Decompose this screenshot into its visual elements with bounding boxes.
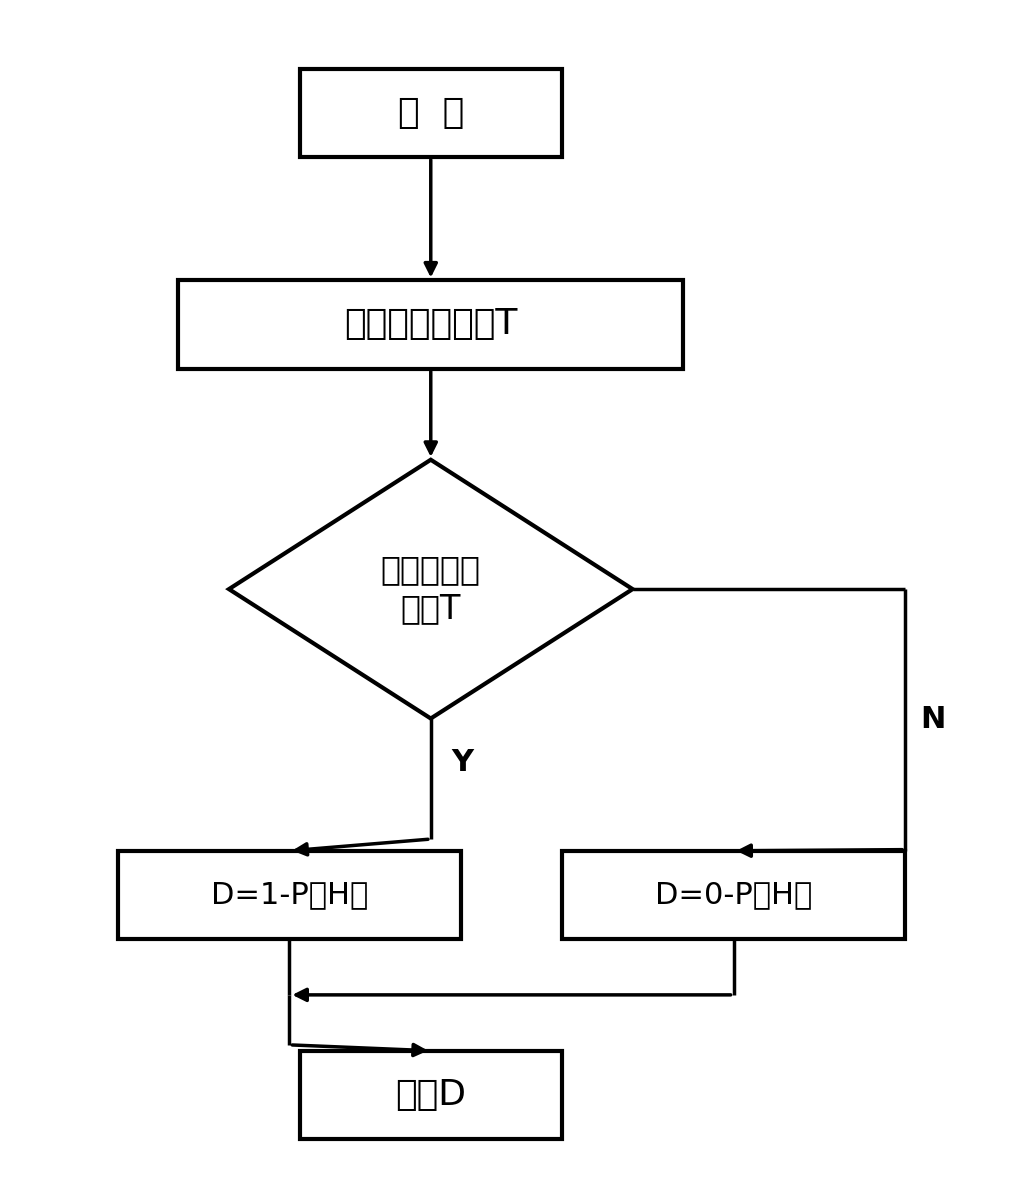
Bar [300,1051,562,1139]
Text: 输出D: 输出D [395,1078,466,1111]
Polygon shape [229,459,632,719]
Text: Y: Y [451,747,473,777]
Bar [562,851,905,939]
Text: 当前速度不
大于T: 当前速度不 大于T [381,553,481,625]
Text: D=1-P（H）: D=1-P（H） [211,881,368,909]
Text: 开  始: 开 始 [398,95,463,130]
Text: D=0-P（H）: D=0-P（H） [655,881,812,909]
Bar [178,281,683,369]
Bar [118,851,461,939]
Text: N: N [921,706,945,734]
Text: 设置速度门限値T: 设置速度门限値T [344,307,518,342]
Bar [300,69,562,157]
